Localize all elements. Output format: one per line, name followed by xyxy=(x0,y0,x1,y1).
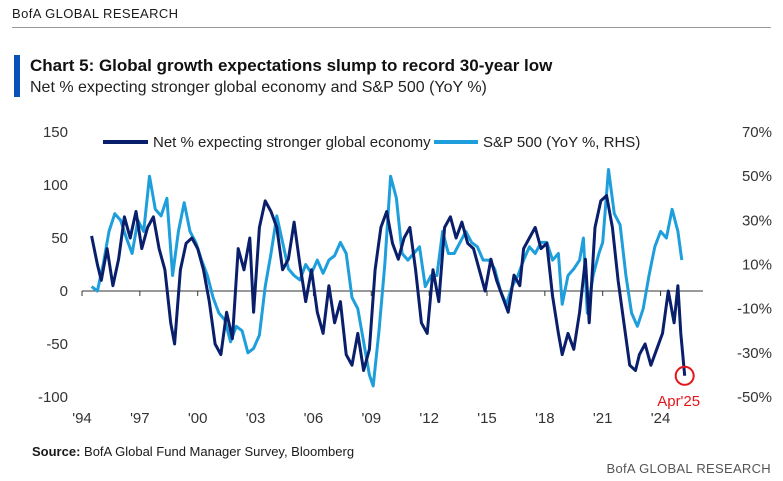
x-axis: '94 '97 '00 '03 '06 '09 '12 '15 '18 '21 '24 xyxy=(72,291,670,427)
right-tick-label: -30% xyxy=(737,345,772,362)
left-tick-label: 50 xyxy=(51,230,68,247)
left-tick-label: 0 xyxy=(60,283,68,300)
annotation-label: Apr'25 xyxy=(657,393,700,410)
legend: Net % expecting stronger global economy … xyxy=(103,134,640,151)
left-axis: 150 100 50 0 -50 -100 xyxy=(38,124,68,406)
x-tick-label: '06 xyxy=(304,410,324,427)
left-tick-label: 100 xyxy=(43,177,68,194)
footer-brand: BofA GLOBAL RESEARCH xyxy=(606,461,771,476)
legend-label-sp500: S&P 500 (YoY %, RHS) xyxy=(483,134,640,151)
annotation-circle xyxy=(674,365,695,386)
x-tick-label: '97 xyxy=(130,410,150,427)
right-tick-label: 70% xyxy=(742,124,772,141)
series-growth-expectations-line xyxy=(90,194,687,376)
right-tick-label: 10% xyxy=(742,257,772,274)
x-tick-label: '21 xyxy=(593,410,613,427)
right-tick-label: -10% xyxy=(737,301,772,318)
header-divider xyxy=(12,27,771,28)
source-text: BofA Global Fund Manager Survey, Bloombe… xyxy=(84,444,355,459)
header-brand: BofA GLOBAL RESEARCH xyxy=(12,6,179,21)
right-axis: 70% 50% 30% 10% -10% -30% -50% xyxy=(737,124,772,406)
left-tick-label: -100 xyxy=(38,389,68,406)
x-tick-label: '18 xyxy=(535,410,555,427)
x-tick-label: '94 xyxy=(72,410,92,427)
x-tick-label: '09 xyxy=(362,410,382,427)
source-label: Source: xyxy=(32,444,81,459)
right-tick-label: 50% xyxy=(742,168,772,185)
chart-subtitle: Net % expecting stronger global economy … xyxy=(30,79,487,96)
right-tick-label: 30% xyxy=(742,212,772,229)
x-tick-label: '24 xyxy=(651,410,671,427)
left-tick-label: 150 xyxy=(43,124,68,141)
chart-title: Chart 5: Global growth expectations slum… xyxy=(30,56,553,75)
x-tick-label: '03 xyxy=(246,410,266,427)
source-note: Source: BofA Global Fund Manager Survey,… xyxy=(32,444,354,459)
x-tick-label: '00 xyxy=(188,410,208,427)
x-tick-label: '15 xyxy=(477,410,497,427)
title-accent-bar xyxy=(14,55,20,97)
right-tick-label: -50% xyxy=(737,389,772,406)
left-tick-label: -50 xyxy=(46,336,68,353)
x-tick-label: '12 xyxy=(419,410,439,427)
legend-label-growth: Net % expecting stronger global economy xyxy=(153,134,431,151)
